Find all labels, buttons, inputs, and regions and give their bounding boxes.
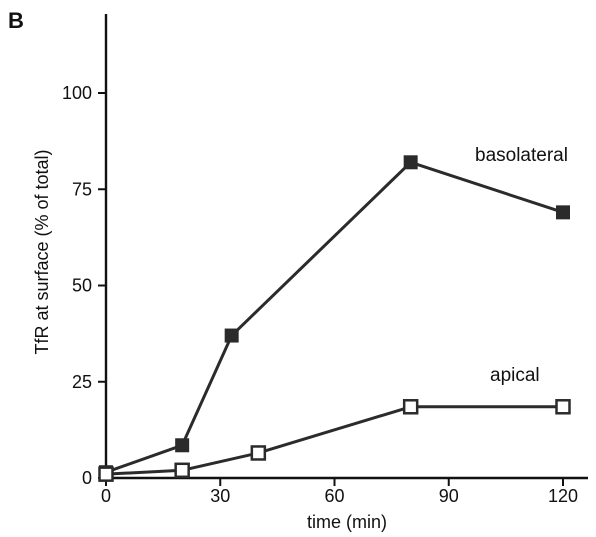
series-layer	[98, 155, 571, 482]
y-tick-label: 75	[72, 179, 92, 199]
x-tick-label: 30	[210, 486, 230, 506]
y-tick-label: 100	[62, 83, 92, 103]
series-label-basolateral: basolateral	[475, 145, 568, 166]
y-axis-title: TfR at surface (% of total)	[32, 149, 52, 354]
x-tick-label: 60	[324, 486, 344, 506]
data-point-apical	[174, 462, 190, 479]
data-point-basolateral	[175, 438, 190, 453]
y-tick-label: 50	[72, 276, 92, 296]
data-point-apical	[250, 445, 267, 461]
series-label-apical: apical	[490, 365, 540, 386]
y-tick-label: 0	[82, 468, 92, 488]
series-line-basolateral	[105, 160, 564, 474]
x-tick-label: 120	[548, 486, 578, 506]
data-point-apical	[402, 399, 419, 415]
data-point-basolateral	[556, 205, 570, 220]
data-point-apical	[98, 466, 114, 482]
y-axis-ticks: 0 25 50 75 100	[62, 83, 106, 488]
x-tick-label: 0	[101, 486, 111, 506]
x-axis-title: time (min)	[307, 512, 387, 532]
data-point-basolateral	[403, 155, 418, 170]
x-axis-ticks: 0 30 60 90 120	[101, 478, 578, 506]
x-tick-label: 90	[439, 486, 459, 506]
data-point-apical	[555, 399, 571, 415]
data-point-basolateral	[224, 328, 239, 343]
panel-label: B	[8, 8, 24, 33]
y-tick-label: 25	[72, 372, 92, 392]
